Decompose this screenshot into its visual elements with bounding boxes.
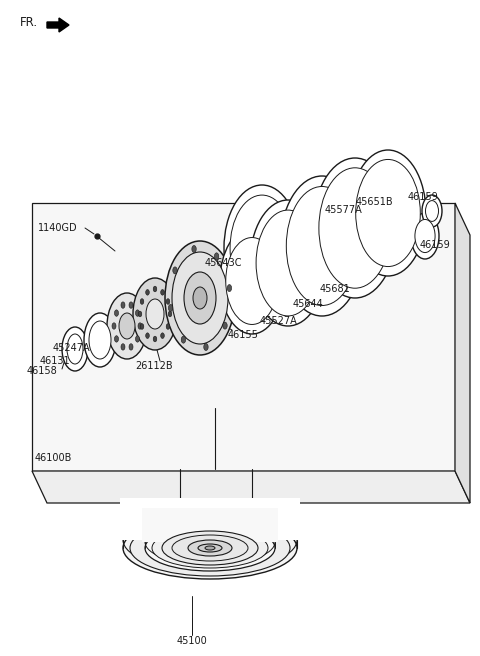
- Ellipse shape: [145, 525, 275, 571]
- Text: 45577A: 45577A: [325, 205, 363, 215]
- Ellipse shape: [425, 201, 439, 221]
- Ellipse shape: [115, 310, 119, 316]
- Ellipse shape: [280, 176, 364, 316]
- Text: 45527A: 45527A: [260, 316, 298, 326]
- Polygon shape: [32, 471, 470, 503]
- Polygon shape: [47, 18, 69, 32]
- Ellipse shape: [168, 311, 172, 317]
- Ellipse shape: [162, 531, 258, 565]
- Ellipse shape: [184, 272, 216, 324]
- Text: 26112B: 26112B: [135, 361, 173, 371]
- Ellipse shape: [161, 289, 164, 295]
- Ellipse shape: [319, 168, 391, 288]
- Ellipse shape: [140, 298, 144, 304]
- Ellipse shape: [172, 252, 228, 344]
- Ellipse shape: [133, 278, 177, 350]
- Text: 46159: 46159: [408, 192, 439, 202]
- Ellipse shape: [140, 323, 144, 329]
- Ellipse shape: [223, 322, 227, 329]
- Ellipse shape: [121, 302, 125, 308]
- Ellipse shape: [411, 213, 439, 259]
- Ellipse shape: [220, 228, 284, 334]
- Ellipse shape: [146, 333, 149, 338]
- Ellipse shape: [135, 310, 140, 316]
- Text: FR.: FR.: [20, 16, 38, 28]
- Ellipse shape: [188, 540, 232, 556]
- Ellipse shape: [62, 327, 88, 371]
- Ellipse shape: [192, 245, 196, 253]
- Ellipse shape: [205, 546, 215, 550]
- Ellipse shape: [135, 336, 140, 342]
- Ellipse shape: [356, 159, 420, 266]
- Ellipse shape: [166, 298, 170, 304]
- Text: 46158: 46158: [27, 366, 58, 376]
- Ellipse shape: [67, 334, 83, 364]
- Ellipse shape: [250, 200, 326, 326]
- Ellipse shape: [112, 323, 116, 329]
- Ellipse shape: [256, 210, 320, 316]
- Ellipse shape: [168, 304, 173, 312]
- Ellipse shape: [166, 323, 170, 329]
- Text: 45644: 45644: [293, 299, 324, 309]
- Ellipse shape: [172, 535, 248, 561]
- Ellipse shape: [193, 287, 207, 309]
- Ellipse shape: [146, 289, 149, 295]
- Ellipse shape: [204, 344, 208, 350]
- Text: 46131: 46131: [40, 356, 71, 366]
- Ellipse shape: [152, 528, 268, 568]
- Ellipse shape: [313, 158, 397, 298]
- Ellipse shape: [119, 313, 135, 339]
- Text: 45100: 45100: [177, 636, 207, 646]
- Text: 45247A: 45247A: [53, 343, 91, 353]
- Ellipse shape: [89, 321, 111, 359]
- Ellipse shape: [226, 237, 278, 325]
- Ellipse shape: [153, 286, 157, 292]
- Text: 45643C: 45643C: [205, 258, 242, 268]
- Ellipse shape: [84, 313, 116, 367]
- Ellipse shape: [181, 336, 186, 343]
- Text: 46159: 46159: [420, 240, 451, 250]
- Polygon shape: [32, 203, 455, 471]
- Ellipse shape: [415, 220, 435, 253]
- Ellipse shape: [129, 302, 133, 308]
- Ellipse shape: [227, 285, 232, 291]
- Ellipse shape: [422, 195, 442, 227]
- Ellipse shape: [107, 293, 147, 359]
- Text: 46100B: 46100B: [35, 453, 72, 463]
- Text: 45651B: 45651B: [356, 197, 394, 207]
- Polygon shape: [455, 203, 470, 503]
- Ellipse shape: [173, 267, 177, 274]
- Ellipse shape: [165, 241, 235, 355]
- Text: 1140GD: 1140GD: [38, 223, 78, 233]
- Ellipse shape: [224, 185, 300, 311]
- Ellipse shape: [115, 336, 119, 342]
- Ellipse shape: [138, 311, 142, 317]
- Ellipse shape: [161, 333, 164, 338]
- Ellipse shape: [130, 520, 290, 576]
- Ellipse shape: [230, 195, 294, 301]
- Ellipse shape: [286, 186, 358, 306]
- Text: 46155: 46155: [228, 330, 259, 340]
- Ellipse shape: [198, 544, 222, 552]
- Ellipse shape: [129, 344, 133, 350]
- Text: 45681: 45681: [320, 284, 351, 294]
- Ellipse shape: [153, 336, 157, 342]
- Ellipse shape: [146, 299, 164, 329]
- Ellipse shape: [215, 253, 219, 260]
- Ellipse shape: [350, 150, 426, 276]
- Ellipse shape: [138, 323, 142, 329]
- Ellipse shape: [121, 344, 125, 350]
- Ellipse shape: [123, 517, 297, 579]
